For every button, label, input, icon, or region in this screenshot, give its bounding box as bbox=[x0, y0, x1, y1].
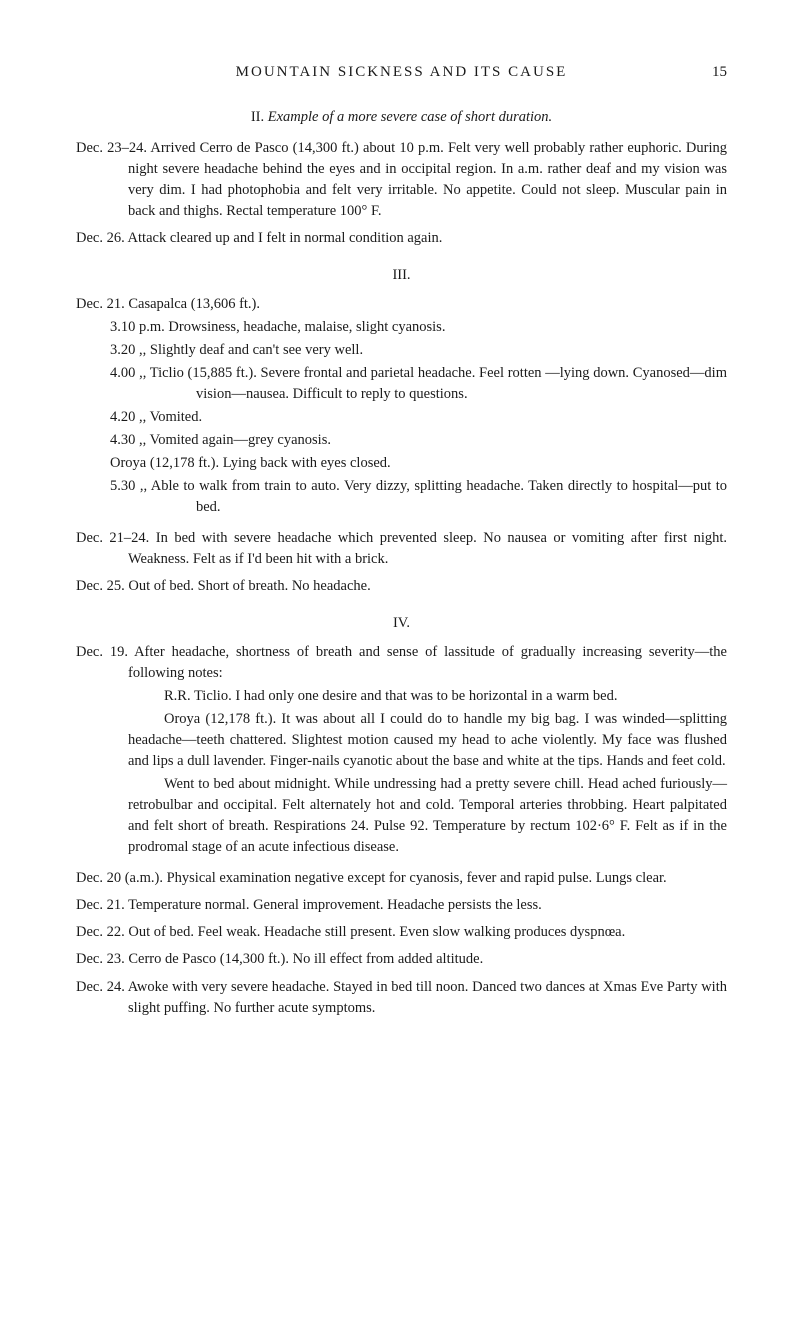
entry-dec-23: Dec. 23. Cerro de Pasco (14,300 ft.). No… bbox=[76, 949, 727, 970]
entry-dec-21-iv: Dec. 21. Temperature normal. General imp… bbox=[76, 895, 727, 916]
oroya-iv: Oroya (12,178 ft.). It was about all I c… bbox=[76, 709, 727, 772]
entry-dec-21-casapalca: Dec. 21. Casapalca (13,606 ft.). bbox=[76, 294, 727, 315]
went-to-bed: Went to bed about midnight. While undres… bbox=[76, 774, 727, 858]
time-entry-320: 3.20 ,, Slightly deaf and can't see very… bbox=[76, 340, 727, 361]
oroya-line: Oroya (12,178 ft.). Lying back with eyes… bbox=[76, 453, 727, 474]
entry-dec-26: Dec. 26. Attack cleared up and I felt in… bbox=[76, 228, 727, 249]
entry-dec-25: Dec. 25. Out of bed. Short of breath. No… bbox=[76, 576, 727, 597]
time-entry-430: 4.30 ,, Vomited again—grey cyanosis. bbox=[76, 430, 727, 451]
section-ii-subtitle: Example of a more severe case of short d… bbox=[268, 109, 552, 125]
section-iv-label: IV. bbox=[76, 615, 727, 632]
entry-dec-24: Dec. 24. Awoke with very severe headache… bbox=[76, 977, 727, 1019]
entry-dec-21-24: Dec. 21–24. In bed with severe headache … bbox=[76, 528, 727, 570]
page: MOUNTAIN SICKNESS AND ITS CAUSE 15 II. E… bbox=[0, 0, 801, 1085]
section-iii-label: III. bbox=[76, 267, 727, 284]
entry-dec-22: Dec. 22. Out of bed. Feel weak. Headache… bbox=[76, 922, 727, 943]
page-number: 15 bbox=[703, 64, 727, 81]
time-entry-530: 5.30 ,, Able to walk from train to auto.… bbox=[76, 476, 727, 518]
entry-dec-23-24: Dec. 23–24. Arrived Cerro de Pasco (14,3… bbox=[76, 138, 727, 222]
page-header: MOUNTAIN SICKNESS AND ITS CAUSE 15 bbox=[76, 64, 727, 81]
section-ii-title: II. Example of a more severe case of sho… bbox=[76, 109, 727, 126]
entry-dec-20: Dec. 20 (a.m.). Physical examination neg… bbox=[76, 868, 727, 889]
time-entry-310: 3.10 p.m. Drowsiness, headache, malaise,… bbox=[76, 317, 727, 338]
entry-dec-19: Dec. 19. After headache, shortness of br… bbox=[76, 642, 727, 684]
rr-ticlio: R.R. Ticlio. I had only one desire and t… bbox=[76, 686, 727, 707]
running-title: MOUNTAIN SICKNESS AND ITS CAUSE bbox=[100, 64, 703, 81]
time-entry-420: 4.20 ,, Vomited. bbox=[76, 407, 727, 428]
section-ii-label: II. bbox=[251, 109, 264, 125]
time-entry-400: 4.00 ,, Ticlio (15,885 ft.). Severe fron… bbox=[76, 363, 727, 405]
